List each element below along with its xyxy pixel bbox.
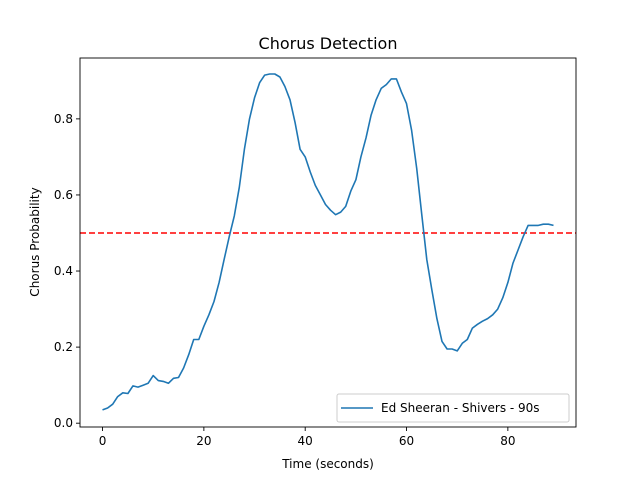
plot-area: 0 20 40 60 80 0.0 0.2 0.4 0.6 0.8 [54, 57, 577, 448]
x-axis-label: Time (seconds) [281, 457, 374, 471]
series-line-0 [102, 73, 554, 411]
x-tick-label: 80 [500, 434, 515, 448]
y-tick-label: 0.6 [54, 188, 73, 202]
y-tick-label: 0.8 [54, 112, 73, 126]
legend-series-label: Ed Sheeran - Shivers - 90s [381, 401, 540, 415]
y-tick-label: 0.0 [54, 416, 73, 430]
legend-box [336, 393, 570, 423]
axes-frame [79, 57, 577, 428]
chart-title: Chorus Detection [259, 34, 398, 53]
x-tick-label: 40 [298, 434, 313, 448]
y-tick-label: 0.2 [54, 340, 73, 354]
legend: Ed Sheeran - Shivers - 90s [336, 393, 570, 423]
y-tick-label: 0.4 [54, 264, 73, 278]
x-tick-label: 60 [399, 434, 414, 448]
y-axis-label: Chorus Probability [28, 187, 42, 296]
x-tick-label: 0 [99, 434, 107, 448]
x-tick-label: 20 [196, 434, 211, 448]
